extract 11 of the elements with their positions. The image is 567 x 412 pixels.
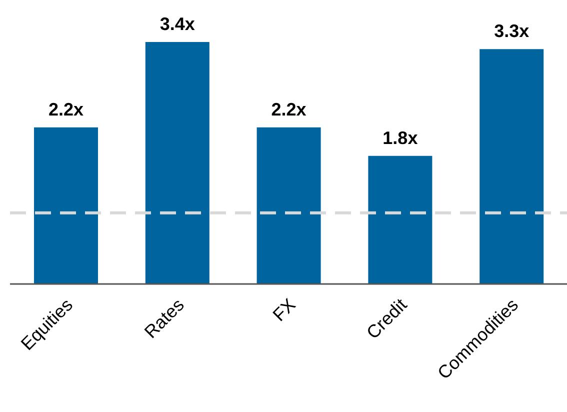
data-label: 3.3x xyxy=(494,21,530,42)
data-label: 2.2x xyxy=(271,99,306,120)
data-label: 1.8x xyxy=(382,128,418,148)
x-tick-label: FX xyxy=(268,294,300,326)
bar xyxy=(34,127,98,284)
data-label: 2.2x xyxy=(48,99,84,120)
bar xyxy=(256,127,321,284)
bar xyxy=(368,156,432,284)
data-label: 3.4x xyxy=(160,14,195,34)
bar xyxy=(480,49,544,284)
bar xyxy=(145,42,210,284)
